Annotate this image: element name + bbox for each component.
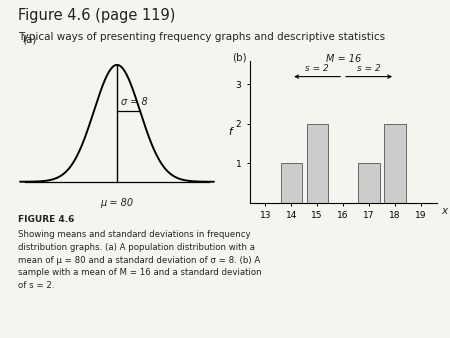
Text: (b): (b)	[232, 52, 247, 63]
Text: σ = 8: σ = 8	[121, 97, 148, 107]
Text: s = 2: s = 2	[357, 65, 381, 73]
Text: μ = 80: μ = 80	[100, 198, 134, 208]
Text: (a): (a)	[22, 34, 36, 44]
Bar	[384, 124, 405, 203]
Y-axis label: f: f	[228, 127, 232, 137]
Text: M = 16: M = 16	[325, 54, 361, 64]
Text: FIGURE 4.6: FIGURE 4.6	[18, 215, 74, 224]
Bar	[306, 124, 328, 203]
Text: s = 2: s = 2	[305, 65, 329, 73]
Text: Typical ways of presenting frequency graphs and descriptive statistics: Typical ways of presenting frequency gra…	[18, 32, 385, 42]
Bar	[359, 163, 380, 203]
Text: x: x	[442, 207, 448, 216]
Text: Figure 4.6 (page 119): Figure 4.6 (page 119)	[18, 8, 176, 23]
Text: Showing means and standard deviations in frequency
distribution graphs. (a) A po: Showing means and standard deviations in…	[18, 230, 261, 290]
Bar	[281, 163, 302, 203]
